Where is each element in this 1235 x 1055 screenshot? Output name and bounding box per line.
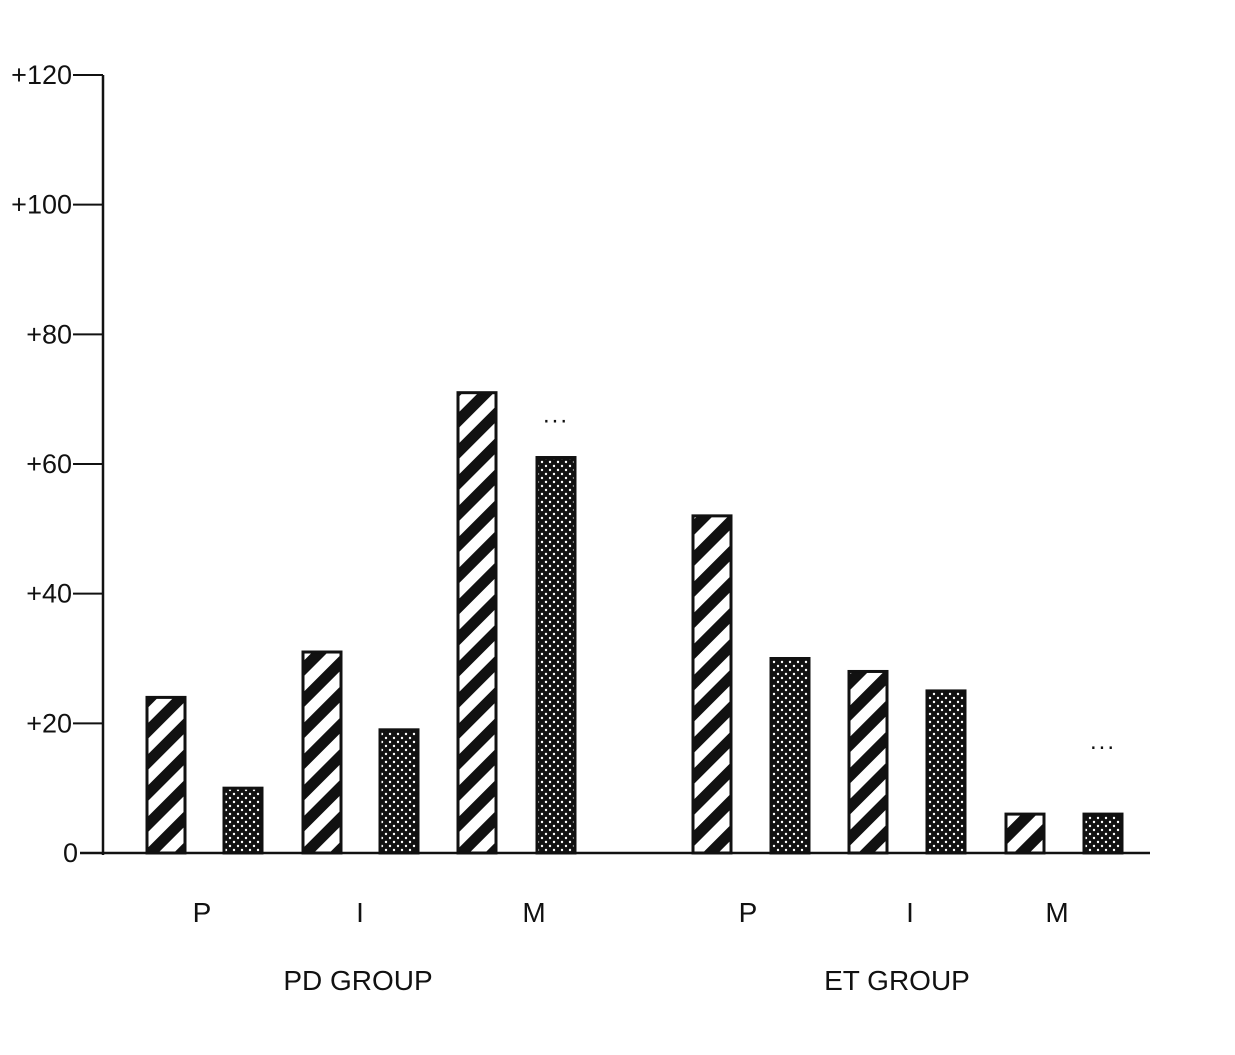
bar-pd-i-series-2 [378,728,420,855]
bar-pd-p-series-1 [145,695,187,855]
bar-et-m-series-2 [1082,812,1124,855]
bar-et-i-series-1 [847,669,889,855]
chart-labels: 0 +20 +40 +60 +80 +100 +120 P I... M PD GROUP P I...… [11,60,1116,996]
category-label: M [522,897,545,928]
bar-et-m-series-1 [1004,812,1046,855]
bar-pd-p-series-2 [222,786,264,855]
bar-et-p-series-1 [691,514,733,855]
group-label: ET GROUP [824,965,970,996]
y-tick-label: +20 [26,708,72,738]
significance-marker: ... [543,402,569,429]
y-tick-label: +80 [26,319,72,349]
category-label: M [1045,897,1068,928]
category-label: I [356,897,364,928]
bar-pd-i-series-1 [301,650,343,855]
y-tick-label: +120 [11,60,72,90]
bar-et-i-series-2 [925,689,967,855]
y-tick-label: +60 [26,449,72,479]
bar-pd-m-series-2 [535,456,577,855]
category-label: I [906,897,914,928]
chart-axes [73,74,1150,855]
chart-bars [145,391,1124,855]
category-label: P [193,897,212,928]
y-tick-label: +40 [26,579,72,609]
bar-pd-m-series-1 [456,391,498,855]
y-tick-label: +100 [11,190,72,220]
group-label: PD GROUP [283,965,432,996]
y-tick-label: 0 [63,838,78,868]
bar-et-p-series-2 [769,657,811,855]
category-label: P [739,897,758,928]
significance-marker: ... [1090,728,1116,755]
